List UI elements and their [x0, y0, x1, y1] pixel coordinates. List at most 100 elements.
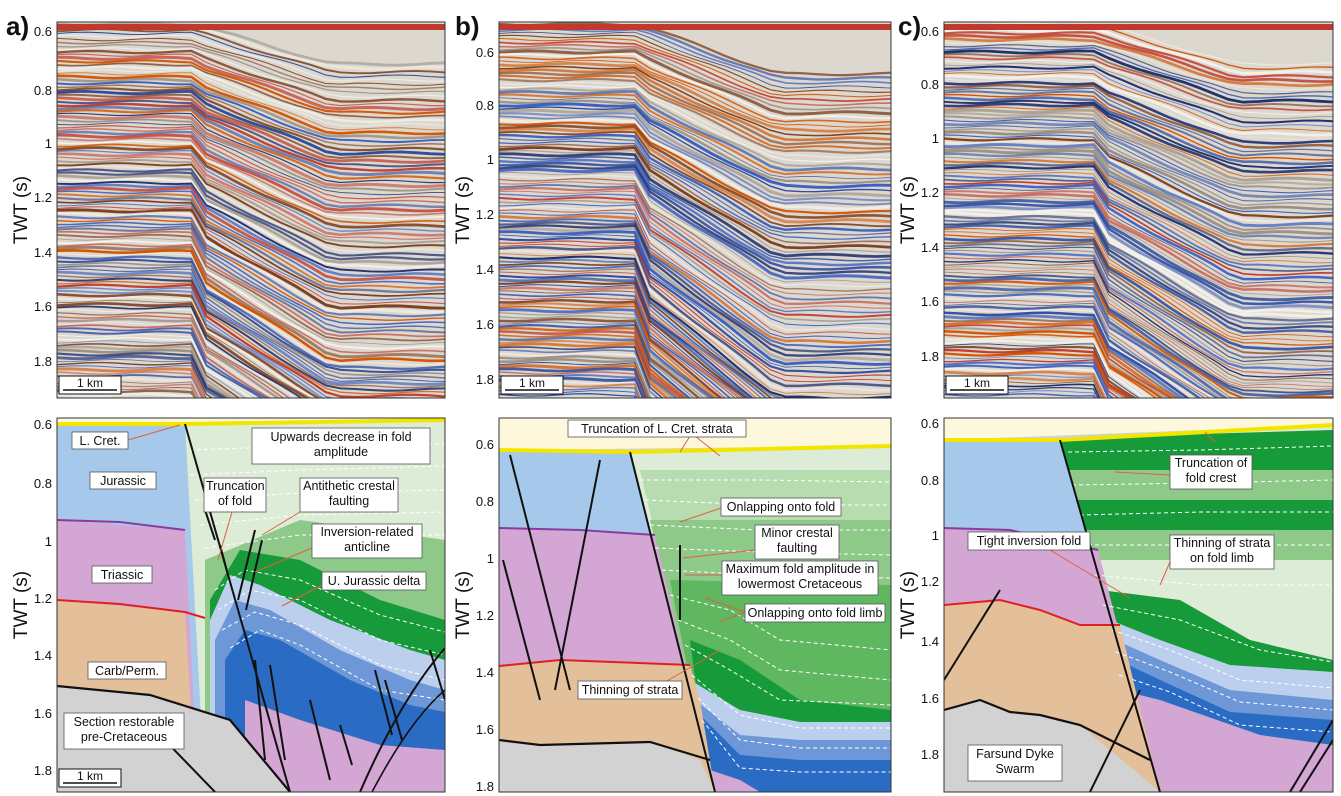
tick-label: 1	[45, 136, 52, 151]
annotation-tight-inversion-fold: Tight inversion fold	[977, 534, 1081, 548]
seismic-reflector	[499, 234, 891, 370]
seismic-reflector	[944, 33, 1333, 83]
seismic-reflector	[499, 146, 891, 250]
panel-label-c: c)	[898, 11, 921, 41]
seismic-reflector	[57, 203, 445, 301]
seismic-reflector	[57, 324, 272, 398]
tick-label: 1	[932, 131, 939, 146]
seismic-ticks-b: 0.6 0.8 1 1.2 1.4 1.6 1.8	[476, 45, 494, 387]
seismic-reflector	[57, 81, 445, 143]
tick-label: 1.6	[476, 722, 494, 737]
seismic-reflector	[57, 233, 445, 342]
seismic-reflector	[944, 393, 1096, 398]
seismic-reflector	[499, 130, 891, 228]
seismic-reflector	[944, 390, 1097, 398]
seismic-reflector	[499, 371, 645, 398]
seismic-reflector	[499, 327, 688, 398]
tick-label: 0.6	[921, 24, 939, 39]
seismic-reflector	[944, 183, 1333, 281]
seismic-reflector	[499, 186, 891, 306]
seismic-reflector	[944, 44, 1333, 95]
annotation-section-restorable: Section restorable pre-Cretaceous	[73, 715, 175, 744]
seismic-reflector	[57, 208, 445, 310]
seismic-reflector	[57, 258, 445, 374]
seismic-reflector	[57, 230, 445, 338]
seismic-reflector	[944, 361, 1115, 398]
seismic-reflector	[57, 221, 445, 326]
seismic-reflector	[499, 367, 647, 398]
seismic-reflector	[57, 105, 445, 176]
seismic-reflector	[57, 214, 445, 318]
seismic-reflector	[57, 22, 445, 67]
seismic-reflector	[944, 211, 1333, 318]
annotation-truncation-fold-strata: Truncation of fold strata	[206, 479, 265, 512]
seismic-reflector	[499, 218, 891, 348]
scale-bar-seismic-a: 1 km	[58, 375, 122, 395]
seismic-reflector	[57, 102, 445, 172]
annotation-thinning-fold-limb: Thinning of strata on fold limb	[1173, 536, 1271, 565]
seismic-reflector	[57, 128, 445, 204]
seafloor-reflector	[57, 24, 445, 30]
tick-label: 1.8	[476, 779, 494, 794]
seismic-reflector	[499, 245, 891, 388]
seismic-reflector	[944, 364, 1110, 398]
seismic-reflector	[944, 53, 1333, 108]
annotation-inversion-anticline: Inversion-related anticline	[320, 525, 414, 554]
seismic-reflector	[944, 236, 1333, 351]
seismic-reflector	[499, 212, 891, 340]
seismic-reflector	[57, 165, 445, 253]
annotation-antithetic-faulting: Antithetic crestal faulting	[303, 479, 395, 508]
seismic-reflector	[944, 130, 1333, 211]
seismic-reflector	[944, 136, 1333, 219]
seismic-reflector	[499, 171, 891, 283]
tick-label: 0.8	[476, 494, 494, 509]
seismic-reflector	[57, 245, 445, 359]
annotation-onlapping-fold: Onlapping onto fold	[727, 500, 835, 514]
seismic-reflector	[499, 305, 716, 398]
seismic-reflector	[499, 34, 891, 93]
seismic-reflector	[57, 158, 445, 245]
seismic-reflector	[499, 268, 763, 398]
seismic-reflector	[499, 203, 891, 327]
seismic-reflector	[57, 249, 445, 363]
seismic-reflector	[57, 190, 445, 285]
seismic-reflector	[499, 293, 732, 398]
seismic-reflector	[944, 192, 1333, 293]
seismic-reflector	[57, 87, 445, 152]
seismic-reflector	[944, 376, 1105, 398]
seismic-reflector	[944, 296, 1216, 398]
seismic-reflector	[499, 118, 891, 211]
seismic-reflector	[57, 183, 445, 278]
seismic-reflector	[57, 376, 202, 398]
seismic-reflector	[499, 140, 891, 240]
seismic-reflector	[57, 49, 445, 103]
seismic-reflector	[944, 93, 1333, 161]
seismic-reflector	[57, 345, 236, 398]
seismic-reflector	[57, 365, 208, 398]
seismic-reflector	[57, 367, 206, 398]
seismic-reflector	[499, 68, 891, 142]
seismic-reflector	[944, 208, 1333, 314]
axis-label-seismic-a: TWT (s)	[11, 176, 32, 244]
seismic-reflector	[57, 305, 303, 398]
seismic-reflector	[944, 125, 1333, 202]
scale-bar-interp-a: 1 km	[58, 768, 122, 788]
tick-label: 1.8	[34, 763, 52, 778]
seismic-reflector	[944, 218, 1333, 326]
axis-label-interp-a: TWT (s)	[11, 571, 32, 639]
seismic-reflector	[57, 62, 445, 119]
seismic-reflector	[57, 186, 445, 282]
tick-label: 1.2	[921, 185, 939, 200]
seismic-reflector	[57, 89, 445, 156]
seismic-reflector	[944, 280, 1333, 398]
seismic-reflector	[57, 40, 445, 91]
seismic-reflector	[944, 262, 1333, 381]
seismic-reflector	[499, 158, 891, 267]
seismic-reflector	[944, 271, 1333, 390]
seismic-reflector	[57, 96, 445, 164]
seismic-reflector	[499, 181, 891, 296]
seismic-reflector	[57, 125, 445, 200]
tick-label: 1.8	[34, 354, 52, 369]
seismic-reflector	[944, 56, 1333, 112]
seismic-reflector	[944, 290, 1223, 398]
